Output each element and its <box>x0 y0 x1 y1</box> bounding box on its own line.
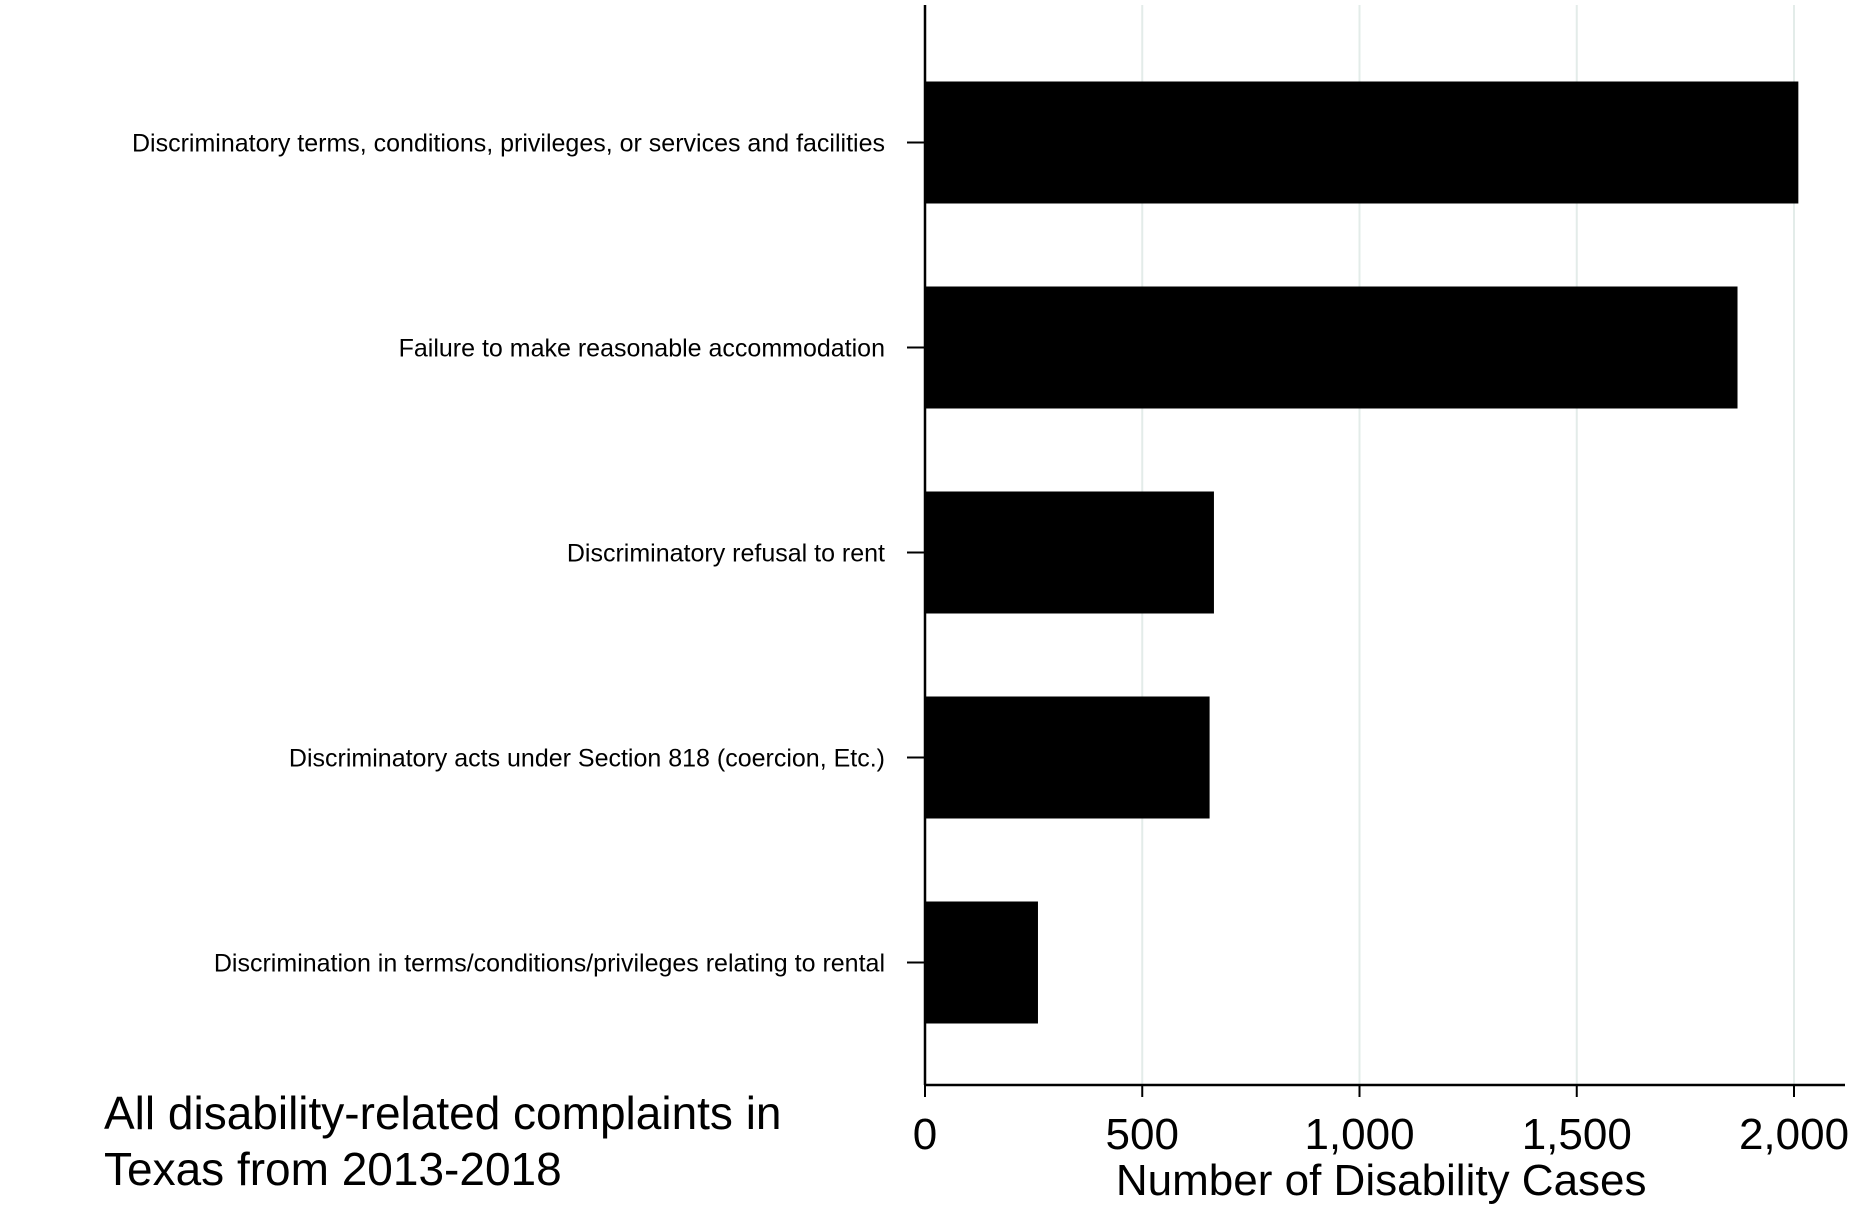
bar-0 <box>925 81 1799 204</box>
category-label-0: Discriminatory terms, conditions, privil… <box>132 130 885 158</box>
x-axis-title: Number of Disability Cases <box>1116 1156 1647 1205</box>
caption-line-2: Texas from 2013-2018 <box>104 1143 562 1195</box>
category-labels: Discriminatory terms, conditions, privil… <box>132 130 885 978</box>
axes <box>907 5 1845 1097</box>
bar-4 <box>925 901 1038 1024</box>
category-label-3: Discriminatory acts under Section 818 (c… <box>289 745 885 773</box>
bar-1 <box>925 286 1738 409</box>
bars <box>925 81 1799 1024</box>
category-label-1: Failure to make reasonable accommodation <box>399 335 885 363</box>
category-label-2: Discriminatory refusal to rent <box>567 540 885 568</box>
x-tick-label-0: 0 <box>913 1110 937 1159</box>
bar-2 <box>925 491 1214 614</box>
bar-3 <box>925 696 1210 819</box>
x-tick-label-4: 2,000 <box>1739 1110 1849 1159</box>
x-tick-label-2: 1,000 <box>1304 1110 1414 1159</box>
caption-line-1: All disability-related complaints in <box>104 1087 782 1139</box>
x-tick-label-3: 1,500 <box>1522 1110 1632 1159</box>
tick-labels: 0 500 1,000 1,500 2,000 <box>913 1110 1849 1159</box>
x-tick-label-1: 500 <box>1106 1110 1179 1159</box>
chart-caption: All disability-related complaints in Tex… <box>104 1085 864 1197</box>
category-label-4: Discrimination in terms/conditions/privi… <box>214 950 885 978</box>
